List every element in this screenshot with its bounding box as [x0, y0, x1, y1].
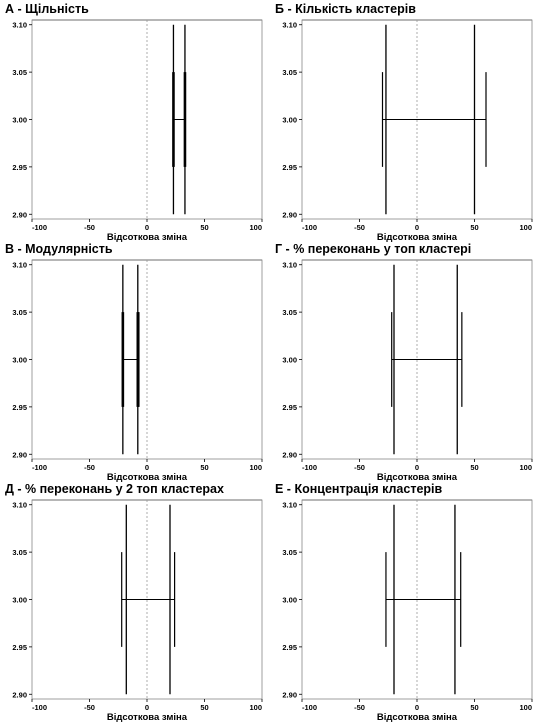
x-axis-label: Відсоткова зміна: [107, 712, 188, 723]
x-tick-label: 100: [249, 463, 262, 472]
chart-svg: А - Щільність 3.10 3.05 3.00 2.95 2.90 -100 -50…: [5, 2, 263, 243]
y-tick-label: 2.90: [12, 690, 27, 699]
y-tick-label: 2.95: [12, 163, 27, 172]
x-tick-label: 100: [519, 463, 532, 472]
y-tick-label: 2.95: [282, 403, 297, 412]
y-tick-label: 3.05: [12, 308, 27, 317]
x-axis-label: Відсоткова зміна: [377, 232, 458, 243]
chart-panel-4: Г - % переконань у топ кластері 3.10 3.05 3…: [270, 240, 535, 483]
chart-panel-3: В - Модулярність 3.10 3.05 3.00 2.95 2.90 -100…: [0, 240, 268, 483]
x-tick-label: -50: [84, 223, 95, 232]
y-tick-label: 2.90: [12, 450, 27, 459]
x-tick-label: -50: [354, 463, 365, 472]
y-tick-label: 3.10: [12, 501, 27, 510]
y-tick-label: 3.05: [282, 68, 297, 77]
x-tick-label: -50: [84, 463, 95, 472]
y-tick-label: 3.00: [12, 356, 27, 365]
x-tick-label: 50: [200, 223, 208, 232]
y-tick-label: 3.00: [282, 356, 297, 365]
x-tick-label: -100: [302, 463, 317, 472]
chart-panel-2: Б - Кількість кластерів 3.10 3.05 3.00 2.95 2…: [270, 0, 535, 243]
chart-title: Г - % переконань у топ кластері: [275, 242, 471, 256]
x-tick-label: 100: [519, 223, 532, 232]
x-tick-label: -100: [32, 703, 47, 712]
chart-svg: Б - Кількість кластерів 3.10 3.05 3.00 2.95 2…: [275, 2, 533, 243]
y-tick-label: 3.10: [12, 21, 27, 30]
x-tick-label: 0: [145, 703, 149, 712]
y-tick-label: 3.05: [282, 308, 297, 317]
chart-title: Б - Кількість кластерів: [275, 2, 416, 16]
x-tick-label: 0: [145, 223, 149, 232]
y-tick-label: 3.10: [12, 261, 27, 270]
y-tick-label: 3.10: [282, 21, 297, 30]
y-tick-label: 3.10: [282, 501, 297, 510]
chart-svg: Г - % переконань у топ кластері 3.10 3.05 3…: [275, 242, 533, 483]
x-axis-label: Відсоткова зміна: [107, 232, 188, 243]
y-tick-label: 3.05: [12, 68, 27, 77]
x-tick-label: -100: [302, 223, 317, 232]
y-tick-label: 2.90: [282, 690, 297, 699]
chart-title: Е - Концентрація кластерів: [275, 482, 443, 496]
y-tick-label: 2.95: [282, 163, 297, 172]
x-tick-label: 50: [200, 703, 208, 712]
chart-panel-1: А - Щільність 3.10 3.05 3.00 2.95 2.90 -100 -50…: [0, 0, 268, 243]
y-tick-label: 3.10: [282, 261, 297, 270]
x-tick-label: 100: [249, 223, 262, 232]
x-tick-label: 0: [145, 463, 149, 472]
chart-svg: Е - Концентрація кластерів 3.10 3.05 3.00 2.…: [275, 482, 533, 723]
y-tick-label: 2.90: [282, 450, 297, 459]
y-tick-label: 3.00: [12, 596, 27, 605]
y-tick-label: 3.00: [12, 116, 27, 125]
x-tick-label: 100: [519, 703, 532, 712]
x-tick-label: -50: [354, 223, 365, 232]
x-tick-label: 50: [470, 463, 478, 472]
y-tick-label: 2.95: [282, 643, 297, 652]
x-tick-label: -50: [354, 703, 365, 712]
x-tick-label: 0: [415, 463, 419, 472]
chart-title: В - Модулярність: [5, 242, 113, 256]
y-tick-label: 2.95: [12, 403, 27, 412]
y-tick-label: 2.90: [282, 210, 297, 219]
chart-svg: В - Модулярність 3.10 3.05 3.00 2.95 2.90 -100…: [5, 242, 263, 483]
x-axis-label: Відсоткова зміна: [377, 472, 458, 483]
y-tick-label: 3.05: [282, 548, 297, 557]
chart-svg: Д - % переконань у 2 топ кластерах 3.10 3.…: [5, 482, 263, 723]
y-tick-label: 2.90: [12, 210, 27, 219]
x-tick-label: 50: [200, 463, 208, 472]
x-axis-label: Відсоткова зміна: [377, 712, 458, 723]
y-tick-label: 3.05: [12, 548, 27, 557]
chart-title: Д - % переконань у 2 топ кластерах: [5, 482, 224, 496]
x-tick-label: 0: [415, 223, 419, 232]
x-tick-label: 50: [470, 703, 478, 712]
x-axis-label: Відсоткова зміна: [107, 472, 188, 483]
x-tick-label: -100: [32, 223, 47, 232]
x-tick-label: 100: [249, 703, 262, 712]
x-tick-label: -100: [32, 463, 47, 472]
chart-panel-6: Е - Концентрація кластерів 3.10 3.05 3.00 2.…: [270, 480, 535, 723]
x-tick-label: -50: [84, 703, 95, 712]
y-tick-label: 2.95: [12, 643, 27, 652]
x-tick-label: 0: [415, 703, 419, 712]
chart-panel-5: Д - % переконань у 2 топ кластерах 3.10 3.…: [0, 480, 268, 723]
x-tick-label: 50: [470, 223, 478, 232]
y-tick-label: 3.00: [282, 596, 297, 605]
y-tick-label: 3.00: [282, 116, 297, 125]
x-tick-label: -100: [302, 703, 317, 712]
chart-title: А - Щільність: [5, 2, 89, 16]
